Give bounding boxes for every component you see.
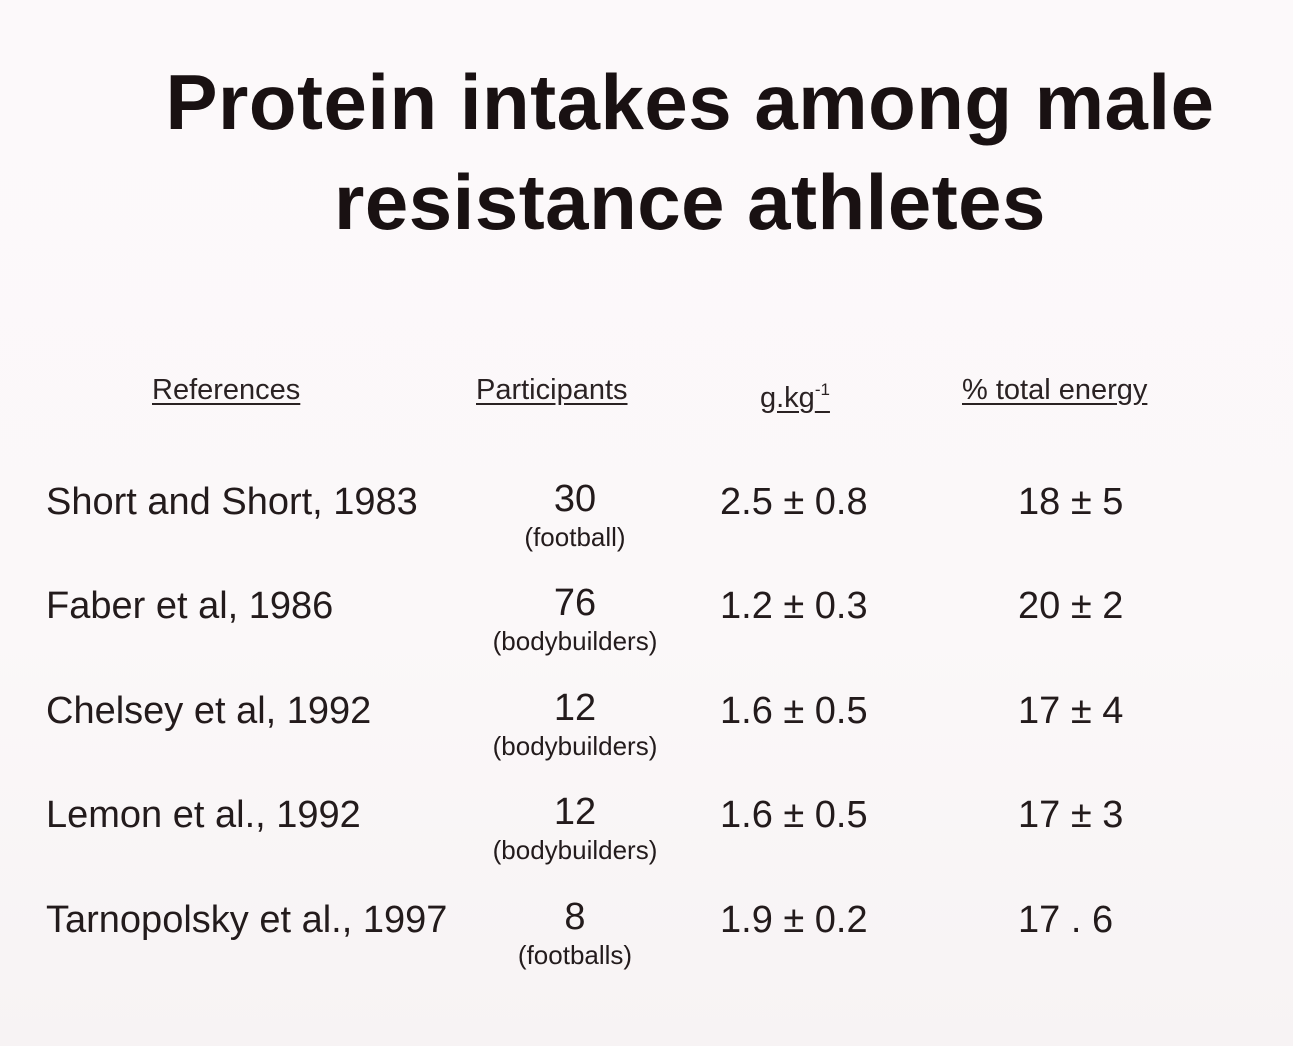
g-per-kg-cell: 1.6 ± 0.5	[720, 794, 868, 836]
participants-group: (football)	[524, 522, 626, 552]
title-line-1: Protein intakes among male	[165, 58, 1215, 146]
table-row: Short and Short, 1983 30 (football) 2.5 …	[0, 478, 1293, 583]
participants-group: (footballs)	[517, 940, 633, 970]
title-line-2: resistance athletes	[334, 158, 1046, 246]
participants-cell: 76 (bodybuilders)	[460, 582, 690, 658]
table-row: Chelsey et al, 1992 12 (bodybuilders) 1.…	[0, 687, 1293, 792]
participants-cell: 8 (footballs)	[460, 896, 690, 972]
participants-count: 12	[553, 687, 597, 729]
reference-cell: Faber et al, 1986	[46, 585, 334, 627]
participants-cell: 12 (bodybuilders)	[460, 791, 690, 867]
participants-group: (bodybuilders)	[492, 835, 658, 865]
header-g-per-kg-exponent: -1	[814, 380, 830, 399]
reference-cell: Short and Short, 1983	[46, 481, 418, 523]
header-participants: Participants	[476, 374, 628, 406]
g-per-kg-cell: 1.2 ± 0.3	[720, 585, 868, 627]
participants-group: (bodybuilders)	[492, 626, 658, 656]
percent-energy-cell: 17 ± 3	[1018, 794, 1124, 836]
header-references: References	[152, 374, 301, 406]
participants-cell: 12 (bodybuilders)	[460, 687, 690, 763]
slide-title: Protein intakes among male resistance at…	[60, 52, 1293, 252]
participants-cell: 30 (football)	[460, 478, 690, 554]
percent-energy-cell: 20 ± 2	[1018, 585, 1124, 627]
participants-group: (bodybuilders)	[492, 731, 658, 761]
table-row: Tarnopolsky et al., 1997 8 (footballs) 1…	[0, 896, 1293, 1001]
header-g-per-kg-base: g.kg	[760, 382, 815, 414]
percent-energy-cell: 17 . 6	[1018, 899, 1114, 941]
table-row: Lemon et al., 1992 12 (bodybuilders) 1.6…	[0, 791, 1293, 896]
participants-count: 76	[553, 582, 597, 624]
reference-cell: Chelsey et al, 1992	[46, 690, 372, 732]
reference-cell: Lemon et al., 1992	[46, 794, 361, 836]
participants-count: 8	[564, 896, 586, 938]
participants-count: 30	[553, 478, 597, 520]
g-per-kg-cell: 1.6 ± 0.5	[720, 690, 868, 732]
header-percent-total-energy: % total energy	[962, 374, 1148, 406]
table-row: Faber et al, 1986 76 (bodybuilders) 1.2 …	[0, 582, 1293, 687]
g-per-kg-cell: 2.5 ± 0.8	[720, 481, 868, 523]
reference-cell: Tarnopolsky et al., 1997	[46, 899, 448, 941]
header-g-per-kg: g.kg-1	[760, 372, 830, 416]
participants-count: 12	[553, 791, 597, 833]
percent-energy-cell: 18 ± 5	[1018, 481, 1124, 523]
g-per-kg-cell: 1.9 ± 0.2	[720, 899, 868, 941]
percent-energy-cell: 17 ± 4	[1018, 690, 1124, 732]
